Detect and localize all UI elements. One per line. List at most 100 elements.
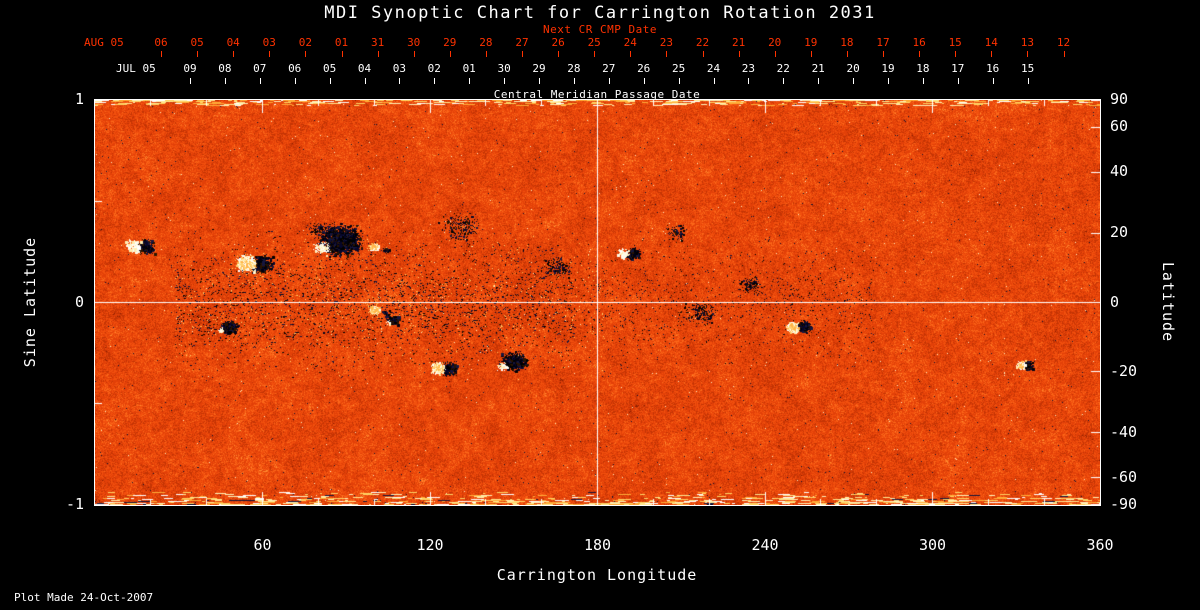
- next-cr-tick-mark: [522, 51, 523, 57]
- y-right-tick-label: 60: [1110, 117, 1129, 136]
- cmp-tick-mark: [190, 78, 191, 84]
- next-cr-tick-label: 31: [370, 36, 385, 49]
- next-cr-tick-label: 01: [334, 36, 349, 49]
- y-right-axis-title: Latitude: [1159, 261, 1177, 343]
- cmp-tick-mark: [259, 78, 261, 84]
- cmp-axis-label: Central Meridian Passage Date: [493, 88, 701, 101]
- next-cr-tick-label: 17: [876, 36, 890, 49]
- cmp-tick-mark: [678, 78, 680, 84]
- next-cr-tick-mark: [774, 51, 776, 57]
- x-tick-label: 360: [1086, 536, 1114, 554]
- cmp-tick-mark: [643, 78, 645, 84]
- cmp-tick-mark: [399, 78, 401, 84]
- next-cr-tick-label: 06: [154, 36, 168, 49]
- cmp-tick-mark: [748, 78, 750, 84]
- next-cr-tick-label: 21: [731, 36, 746, 49]
- next-cr-tick-mark: [233, 51, 235, 57]
- cmp-tick-label: 28: [567, 62, 581, 75]
- next-cr-tick-mark: [738, 51, 740, 57]
- cmp-tick-label: 15: [1020, 62, 1035, 75]
- y-right-tick-label: -20: [1110, 361, 1138, 380]
- next-cr-tick-mark: [269, 51, 271, 57]
- cmp-month-label: JUL 05: [116, 62, 156, 75]
- y-right-tick-label: 20: [1110, 223, 1129, 242]
- cmp-tick-mark: [1027, 78, 1029, 84]
- cmp-tick-label: 16: [986, 62, 1000, 75]
- magnetogram-canvas: [95, 100, 1100, 505]
- next-cr-tick-label: 15: [948, 36, 962, 49]
- y-right-tick-label: 0: [1110, 292, 1120, 311]
- cmp-tick-label: 01: [462, 62, 476, 75]
- next-cr-tick-label: 12: [1056, 36, 1071, 49]
- cmp-tick-label: 20: [846, 62, 860, 75]
- next-cr-tick-mark: [197, 51, 199, 57]
- next-cr-tick-label: 18: [840, 36, 854, 49]
- cmp-tick-label: 08: [218, 62, 232, 75]
- next-cr-tick-mark: [305, 51, 307, 57]
- cmp-tick-label: 22: [776, 62, 790, 75]
- cmp-tick-mark: [504, 78, 506, 84]
- next-cr-tick-label: 27: [515, 36, 529, 49]
- next-cr-tick-mark: [702, 51, 704, 57]
- x-tick-label: 60: [253, 536, 272, 554]
- y-right-tick-label: 90: [1110, 90, 1129, 108]
- cmp-tick-label: 24: [706, 62, 721, 75]
- cmp-tick-mark: [608, 78, 610, 84]
- y-right-tick-label: -90: [1110, 495, 1138, 513]
- next-cr-tick-mark: [846, 51, 848, 57]
- next-cr-month-label: AUG 05: [84, 36, 124, 49]
- next-cr-tick-label: 30: [407, 36, 421, 49]
- next-cr-tick-label: 04: [226, 36, 240, 49]
- next-cr-tick-label: 26: [551, 36, 565, 49]
- cmp-tick-label: 26: [637, 62, 651, 75]
- next-cr-tick-label: 23: [659, 36, 674, 49]
- next-cr-tick-mark: [558, 51, 560, 57]
- x-tick-label: 300: [918, 536, 947, 554]
- cmp-tick-mark: [294, 78, 296, 84]
- cmp-tick-label: 03: [392, 62, 407, 75]
- cmp-tick-mark: [434, 78, 436, 84]
- chart-title: MDI Synoptic Chart for Carrington Rotati…: [324, 3, 876, 23]
- y-left-tick-label: 1: [74, 90, 84, 108]
- next-cr-tick-label: 25: [587, 36, 601, 49]
- next-cr-tick-mark: [341, 51, 343, 57]
- cmp-tick-label: 30: [497, 62, 511, 75]
- cmp-tick-label: 25: [671, 62, 686, 75]
- cmp-tick-label: 02: [427, 62, 441, 75]
- next-cr-tick-label: 14: [984, 36, 998, 49]
- cmp-tick-mark: [224, 78, 226, 84]
- next-cr-tick-mark: [377, 51, 379, 57]
- next-cr-tick-mark: [161, 51, 162, 57]
- cmp-tick-label: 09: [183, 62, 197, 75]
- next-cr-tick-label: 03: [262, 36, 276, 49]
- plot-frame: [94, 99, 1101, 506]
- next-cr-tick-mark: [666, 51, 668, 57]
- x-tick-label: 180: [583, 536, 612, 554]
- cmp-tick-label: 29: [532, 62, 546, 75]
- cmp-tick-mark: [922, 78, 924, 84]
- next-cr-tick-mark: [449, 51, 451, 57]
- next-cr-tick-mark: [991, 51, 993, 57]
- cmp-tick-mark: [888, 78, 889, 84]
- y-left-tick-label: 0: [74, 292, 84, 311]
- cmp-tick-label: 04: [357, 62, 372, 75]
- next-cr-tick-mark: [883, 51, 884, 57]
- next-cr-tick-label: 02: [298, 36, 313, 49]
- cmp-tick-mark: [713, 78, 715, 84]
- cmp-tick-mark: [783, 78, 785, 84]
- cmp-tick-mark: [329, 78, 331, 84]
- x-axis-title: Carrington Longitude: [496, 566, 698, 584]
- next-cr-tick-mark: [1063, 51, 1065, 57]
- x-tick-label: 120: [416, 536, 444, 554]
- next-cr-tick-mark: [810, 51, 812, 57]
- next-cr-tick-mark: [594, 51, 596, 57]
- cmp-tick-label: 17: [951, 62, 965, 75]
- next-cr-tick-mark: [919, 51, 921, 57]
- cmp-tick-mark: [818, 78, 820, 84]
- next-cr-tick-label: 24: [623, 36, 637, 49]
- cmp-tick-mark: [573, 78, 575, 84]
- cmp-tick-label: 06: [288, 62, 302, 75]
- next-cr-tick-label: 05: [190, 36, 204, 49]
- y-right-tick-label: -60: [1110, 467, 1138, 486]
